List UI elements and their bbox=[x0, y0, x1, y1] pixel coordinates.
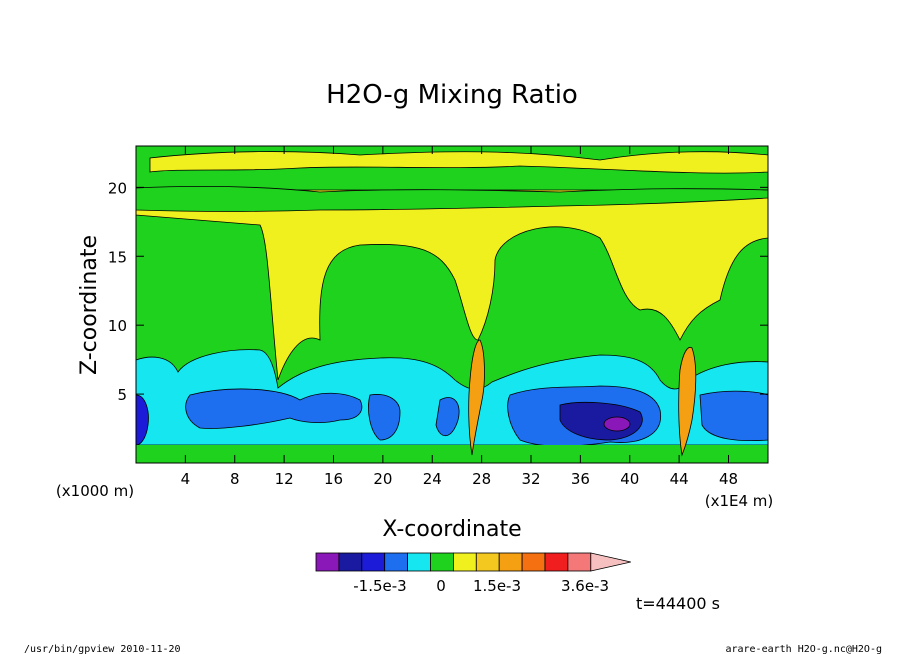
footer-left: /usr/bin/gpview 2010-11-20 bbox=[24, 644, 181, 654]
time-label: t=44400 s bbox=[636, 594, 720, 613]
colorbar-swatch bbox=[338, 552, 363, 572]
field-blue-left bbox=[136, 394, 149, 446]
x-tick-label: 16 bbox=[324, 470, 343, 488]
plot-frame bbox=[135, 145, 769, 464]
y-tick-label: 5 bbox=[117, 386, 127, 404]
x-tick-label: 48 bbox=[719, 470, 738, 488]
x-tick-label: 40 bbox=[620, 470, 639, 488]
x-tick-label: 28 bbox=[472, 470, 491, 488]
y-tick-label: 15 bbox=[108, 248, 127, 266]
field-purple-core bbox=[603, 416, 631, 432]
y-axis-label: Z-coordinate bbox=[77, 235, 102, 375]
colorbar-swatch bbox=[452, 552, 477, 572]
x-axis-unit: (x1E4 m) bbox=[705, 492, 774, 510]
x-tick-label: 24 bbox=[423, 470, 442, 488]
footer-right: arare-earth_H2O-g.nc@H2O-g bbox=[725, 644, 882, 654]
field-yellow-upper bbox=[136, 189, 768, 381]
x-tick-label: 44 bbox=[670, 470, 689, 488]
colorbar-label: 1.5e-3 bbox=[473, 577, 521, 595]
colorbar-swatch bbox=[521, 552, 546, 572]
plot-area bbox=[136, 146, 768, 463]
x-tick-label: 8 bbox=[230, 470, 240, 488]
colorbar-label: 3.6e-3 bbox=[561, 577, 609, 595]
y-axis: 5 10 15 20 bbox=[108, 179, 768, 404]
x-axis: 4 8 12 16 20 24 28 32 36 40 44 48 bbox=[181, 146, 738, 488]
y-tick-label: 20 bbox=[108, 179, 127, 197]
chart-title: H2O-g Mixing Ratio bbox=[326, 80, 578, 110]
x-tick-label: 20 bbox=[373, 470, 392, 488]
x-axis-label: X-coordinate bbox=[382, 517, 521, 542]
x-tick-label: 12 bbox=[275, 470, 294, 488]
x-tick-label: 32 bbox=[521, 470, 540, 488]
field-yellow-top bbox=[149, 151, 768, 174]
colorbar-arrow bbox=[590, 552, 631, 572]
x-tick-label: 4 bbox=[181, 470, 191, 488]
field-green-band bbox=[136, 185, 768, 212]
colorbar-label: 0 bbox=[436, 577, 446, 595]
colorbar-swatch bbox=[475, 552, 500, 572]
colorbar-swatch bbox=[567, 552, 592, 572]
field-green-bottom bbox=[136, 445, 768, 463]
colorbar-swatch bbox=[384, 552, 409, 572]
colorbar-swatch bbox=[407, 552, 431, 572]
y-axis-unit: (x1000 m) bbox=[56, 482, 134, 500]
colorbar bbox=[315, 552, 631, 572]
colorbar-swatch bbox=[430, 552, 454, 572]
colorbar-labels: -1.5e-3 0 1.5e-3 3.6e-3 bbox=[353, 577, 609, 595]
colorbar-swatch bbox=[361, 552, 386, 572]
plume-left bbox=[468, 339, 485, 456]
colorbar-swatch bbox=[498, 552, 523, 572]
colorbar-label: -1.5e-3 bbox=[353, 577, 406, 595]
plume-right bbox=[678, 346, 697, 457]
colorbar-swatch bbox=[544, 552, 569, 572]
y-tick-label: 10 bbox=[108, 317, 127, 335]
colorbar-swatch bbox=[315, 552, 340, 572]
x-tick-label: 36 bbox=[571, 470, 590, 488]
